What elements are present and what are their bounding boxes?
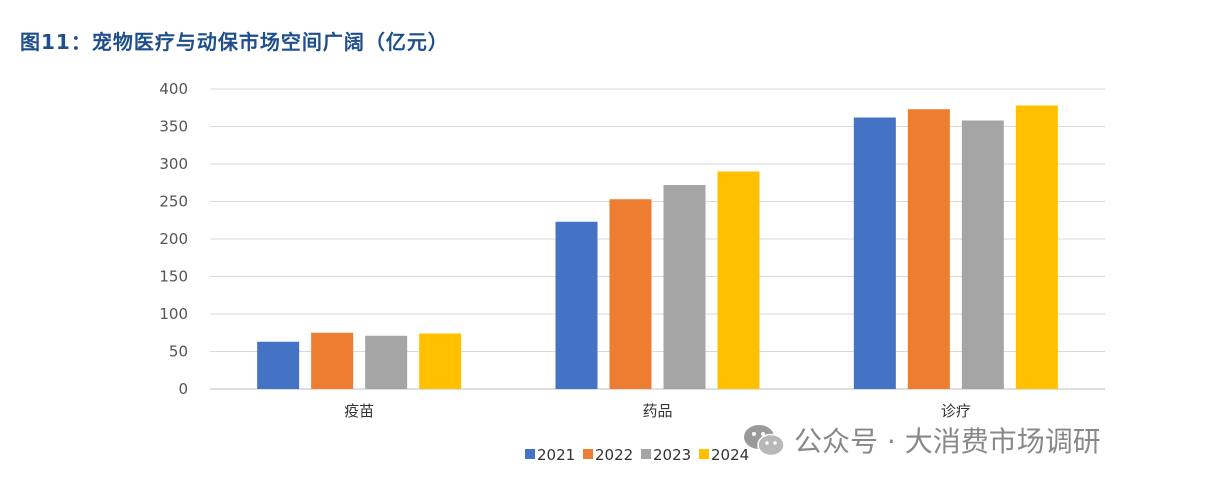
legend-swatch xyxy=(525,449,535,459)
legend-label: 2024 xyxy=(711,446,749,464)
x-category-label: 诊疗 xyxy=(941,402,971,420)
bar-药品-2024 xyxy=(717,171,760,389)
legend-label: 2022 xyxy=(595,446,633,464)
x-category-label: 药品 xyxy=(642,402,672,420)
bar-诊疗-2022 xyxy=(907,109,950,389)
y-tick-label: 400 xyxy=(159,80,188,98)
bar-药品-2022 xyxy=(609,199,652,389)
x-category-label: 疫苗 xyxy=(344,402,374,420)
y-axis-ticks: 0 50 100 150 200 250 300 350 400 xyxy=(159,80,188,398)
y-tick-label: 100 xyxy=(159,305,188,323)
bar-诊疗-2024 xyxy=(1015,105,1058,389)
bar-疫苗-2022 xyxy=(311,332,354,389)
gridlines xyxy=(210,88,1105,390)
bar-诊疗-2021 xyxy=(853,117,896,389)
y-tick-label: 350 xyxy=(159,118,188,136)
bar-疫苗-2021 xyxy=(257,341,300,389)
y-tick-label: 250 xyxy=(159,193,188,211)
watermark: 公众号 · 大消费市场调研 xyxy=(742,420,1101,460)
y-tick-label: 200 xyxy=(159,230,188,248)
legend-swatch xyxy=(583,449,593,459)
chart-title: 图11：宠物医疗与动保市场空间广阔（亿元） xyxy=(20,30,449,54)
legend-swatch xyxy=(699,449,709,459)
x-axis-categories: 疫苗 药品 诊疗 xyxy=(344,402,971,420)
y-tick-label: 0 xyxy=(178,380,188,398)
y-tick-label: 300 xyxy=(159,155,188,173)
legend-label: 2021 xyxy=(537,446,575,464)
bar-诊疗-2023 xyxy=(961,120,1004,389)
bar-药品-2021 xyxy=(555,221,598,389)
legend-swatch xyxy=(641,449,651,459)
bar-药品-2023 xyxy=(663,185,706,389)
bar-疫苗-2023 xyxy=(365,335,408,389)
legend: 2021 2022 2023 2024 xyxy=(525,446,749,464)
wechat-icon xyxy=(744,425,785,457)
bars xyxy=(257,105,1058,389)
legend-label: 2023 xyxy=(653,446,691,464)
y-tick-label: 50 xyxy=(169,343,188,361)
y-tick-label: 150 xyxy=(159,268,188,286)
watermark-text: 公众号 · 大消费市场调研 xyxy=(794,425,1101,458)
bar-疫苗-2024 xyxy=(419,333,462,389)
